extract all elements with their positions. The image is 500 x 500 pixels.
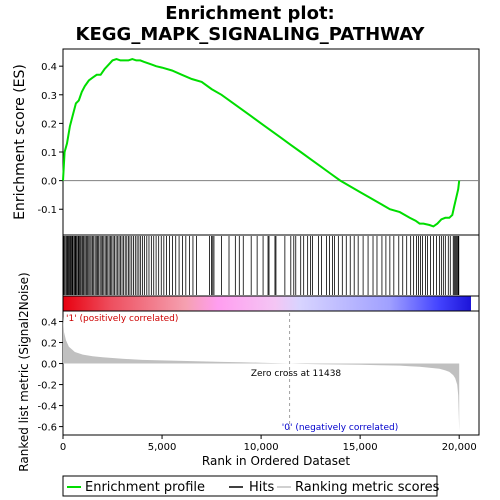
x-tick-label: 0 (60, 442, 66, 453)
hits-marks (62, 236, 460, 295)
chart-title-line-1: Enrichment plot: (165, 3, 335, 24)
x-tick-label: 15,000 (343, 442, 378, 453)
chart-title-line-2: KEGG_MAPK_SIGNALING_PATHWAY (76, 24, 426, 45)
metric-tick-label: -0.4 (37, 402, 57, 413)
metric-panel (62, 310, 480, 436)
x-tick-label: 5,000 (148, 442, 177, 453)
enrichment-profile-line (62, 57, 461, 228)
legend-label-metric: Ranking metric scores (295, 480, 440, 495)
metric-tick-label: 0.4 (41, 318, 57, 329)
metric-tick-label: 0.2 (41, 339, 57, 350)
rank-color-bar (63, 296, 471, 311)
x-axis-label: Rank in Ordered Dataset (202, 454, 350, 468)
metric-tick-label: -0.6 (37, 423, 57, 434)
negative-correlation-label: '0' (negatively correlated) (282, 423, 398, 433)
positive-correlation-label: '1' (positively correlated) (66, 314, 178, 324)
es-panel (62, 48, 480, 236)
es-axis-label: Enrichment score (ES) (12, 64, 28, 220)
legend-label-hits: Hits (249, 480, 274, 495)
legend-label-enrichment: Enrichment profile (85, 480, 205, 495)
es-axis: -0.1 0.0 0.1 0.2 0.3 0.4 (37, 62, 63, 216)
es-tick-label: -0.1 (37, 205, 57, 216)
es-tick-label: 0.4 (41, 62, 57, 73)
metric-tick-label: -0.2 (37, 381, 57, 392)
metric-axis-label: Ranked list metric (Signal2Noise) (17, 272, 31, 471)
x-tick-label: 20,000 (442, 442, 477, 453)
legend-box (62, 475, 438, 497)
es-tick-label: 0.0 (41, 177, 57, 188)
es-tick-label: 0.1 (41, 148, 57, 159)
es-tick-label: 0.3 (41, 91, 57, 102)
es-tick-label: 0.2 (41, 119, 57, 130)
metric-tick-label: 0.0 (41, 360, 57, 371)
x-axis: 0 5,000 10,000 15,000 20,000 (60, 435, 477, 453)
x-tick-label: 10,000 (244, 442, 279, 453)
metric-axis: -0.6 -0.4 -0.2 0.0 0.2 0.4 (37, 318, 63, 434)
zero-cross-label: Zero cross at 11438 (251, 369, 342, 379)
